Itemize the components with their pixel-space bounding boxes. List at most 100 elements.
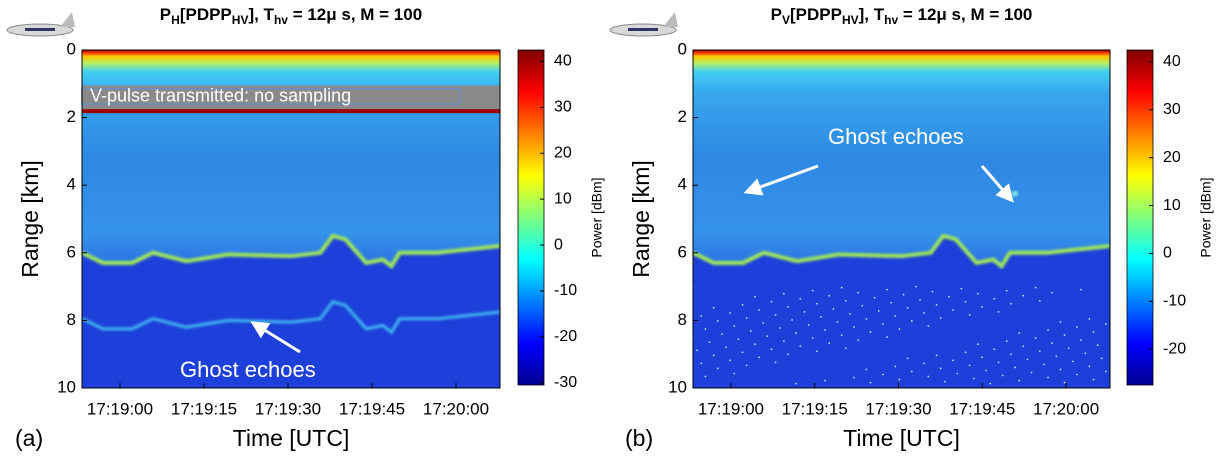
speckle	[1096, 344, 1099, 347]
colorbar	[517, 49, 545, 386]
chart-title: PH[PDPPHV], Thv = 12μ s, M = 100	[160, 5, 422, 27]
speckle	[700, 362, 703, 365]
title-part: = 12μ s, M = 100	[288, 5, 422, 24]
speckle	[1088, 318, 1091, 320]
speckle	[700, 315, 703, 317]
colorbar-tick-label: 40	[554, 53, 572, 70]
speckle	[853, 326, 855, 328]
speckle	[853, 376, 855, 379]
speckle	[960, 287, 963, 290]
speckle	[997, 310, 1000, 313]
speckle	[1014, 366, 1016, 369]
title-part: HV	[842, 13, 859, 27]
speckle	[972, 377, 975, 380]
speckle	[712, 354, 715, 357]
speckle	[898, 378, 901, 381]
colorbar-tick-label: 30	[1163, 101, 1181, 118]
speckle	[956, 372, 959, 375]
panel-label: (b)	[625, 425, 653, 451]
speckle	[1022, 345, 1025, 348]
speckle	[857, 291, 860, 294]
speckle	[989, 382, 992, 385]
speckle	[935, 303, 938, 306]
y-tick-label: 8	[67, 310, 76, 329]
speckle	[815, 302, 818, 305]
colorbar-tick-label: 20	[1163, 149, 1181, 166]
speckle	[923, 311, 926, 314]
x-tick-label: 17:19:30	[255, 399, 321, 418]
speckle	[915, 285, 917, 288]
x-tick-label: 17:20:00	[423, 399, 489, 418]
speckle	[952, 308, 955, 311]
speckle	[733, 325, 736, 327]
speckle	[997, 361, 1000, 364]
speckle	[869, 331, 872, 333]
speckle	[1005, 340, 1008, 343]
speckle	[799, 345, 802, 348]
speckle	[952, 359, 955, 362]
x-tick-label: 17:20:00	[1033, 399, 1099, 418]
speckle	[749, 330, 752, 332]
title-part: = 12μ s, M = 100	[898, 5, 1032, 24]
speckle	[898, 328, 901, 330]
speckle	[981, 305, 983, 308]
heatmap-lower	[693, 235, 1110, 274]
speckle	[993, 297, 996, 300]
heatmap-upper	[693, 50, 1110, 267]
colorbar-label: Power [dBm]	[589, 177, 605, 257]
y-tick-label: 8	[678, 310, 687, 329]
speckle	[935, 354, 938, 357]
speckle	[1051, 342, 1054, 345]
speckle	[939, 367, 942, 370]
speckle	[1022, 294, 1025, 297]
speckle	[923, 362, 926, 365]
speckle	[758, 356, 760, 359]
title-part: [PDPP	[180, 5, 232, 24]
speckle	[766, 335, 769, 338]
speckle	[964, 300, 967, 303]
speckle	[741, 303, 744, 306]
plot-frame	[692, 49, 1111, 389]
speckle	[1088, 365, 1091, 368]
ghost-echo	[1012, 190, 1018, 197]
speckle	[948, 295, 950, 298]
speckle	[828, 342, 831, 345]
annotation-arrow	[250, 321, 301, 354]
speckle	[729, 311, 732, 314]
speckle	[840, 286, 843, 289]
speckle	[795, 332, 798, 334]
y-tick-label: 2	[67, 107, 76, 126]
speckle	[754, 343, 756, 346]
speckle	[844, 347, 847, 350]
speckle	[943, 380, 946, 383]
heatmap-lower	[82, 235, 500, 274]
speckle	[799, 297, 802, 300]
colorbar-tick-label: 0	[554, 236, 563, 253]
speckle	[910, 370, 913, 373]
speckle	[745, 317, 748, 319]
speckle	[824, 379, 827, 382]
no-sampling-band	[82, 85, 500, 110]
x-tick-label: 17:19:15	[782, 399, 848, 418]
title-part: HV	[232, 13, 249, 27]
speckle	[832, 307, 835, 310]
y-tick-label: 4	[67, 175, 76, 194]
speckle	[803, 310, 806, 313]
speckle	[1059, 368, 1062, 371]
heatmap-upper	[82, 50, 500, 267]
title-part: hv	[274, 13, 288, 27]
speckle	[919, 298, 921, 301]
title-part: P	[771, 5, 782, 24]
colorbar-tick-label: 10	[1163, 197, 1181, 214]
speckle	[865, 318, 868, 320]
speckle	[1063, 381, 1066, 384]
plot-frame	[81, 49, 501, 389]
layer-echo	[692, 233, 1111, 270]
speckle	[1018, 332, 1021, 334]
y-tick-label: 4	[678, 175, 687, 194]
title-part: P	[160, 5, 171, 24]
speckle	[1010, 302, 1012, 305]
annotation: Ghost echoes	[180, 357, 316, 382]
annotation: Ghost echoes	[828, 124, 964, 149]
ghost-echo	[81, 300, 501, 335]
